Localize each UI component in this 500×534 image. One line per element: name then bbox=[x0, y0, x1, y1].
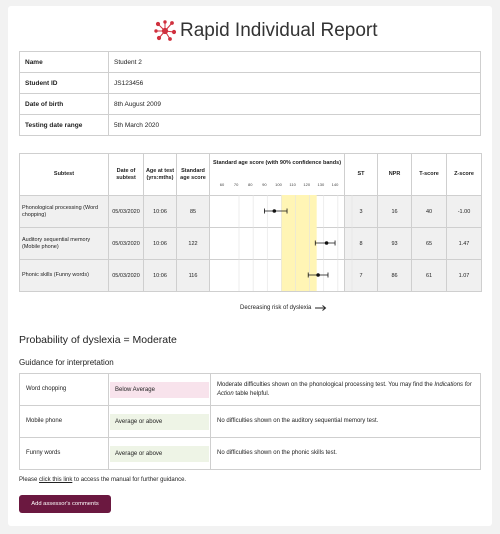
tick-label: 80 bbox=[248, 182, 253, 187]
stanine: 8 bbox=[344, 227, 378, 260]
info-value: Student 2 bbox=[108, 51, 481, 73]
tick-label: 130 bbox=[317, 182, 325, 187]
guidance-row: Mobile phone Average or above No difficult… bbox=[19, 405, 481, 438]
subtest-date: 05/03/2020 bbox=[108, 227, 144, 260]
info-label: Testing date range bbox=[19, 114, 109, 136]
header-subtest: Subtest bbox=[19, 153, 109, 196]
header-st: ST bbox=[344, 153, 378, 196]
confidence-band-cell bbox=[209, 227, 345, 260]
network-logo-icon bbox=[154, 20, 176, 41]
performance-band-badge: Below Average bbox=[110, 381, 209, 398]
guidance-band-cell: Below Average bbox=[108, 373, 211, 406]
score-point bbox=[316, 273, 320, 277]
risk-indicator: Decreasing risk of dyslexia bbox=[240, 305, 327, 311]
manual-link[interactable]: click this link bbox=[39, 477, 73, 483]
add-comments-button[interactable]: Add assessor's comments bbox=[19, 495, 111, 513]
tick-label: 60 bbox=[219, 182, 225, 187]
header-sas: Standard age score bbox=[176, 153, 210, 196]
z-score: 1.47 bbox=[446, 227, 482, 260]
guidance-description: Moderate difficulties shown on the phono… bbox=[210, 373, 481, 406]
confidence-band-plot bbox=[238, 195, 353, 291]
score-row: Auditory sequential memory (Mobile phone… bbox=[19, 227, 482, 260]
info-row: Student ID JS123456 bbox=[19, 72, 481, 94]
info-label: Student ID bbox=[19, 72, 109, 94]
tick-label: 100 bbox=[275, 182, 282, 187]
info-row: Name Student 2 bbox=[19, 51, 481, 73]
header-age: Age at test (yrs:mths) bbox=[143, 153, 177, 196]
guidance-subtest: Mobile phone bbox=[19, 405, 109, 438]
subtest-date: 05/03/2020 bbox=[108, 195, 144, 228]
subtest-name: Phonological processing (Word chopping) bbox=[19, 195, 109, 228]
student-info-table: Name Student 2 Student ID JS123456 Date of b… bbox=[19, 51, 481, 136]
guidance-subtest: Word chopping bbox=[19, 373, 109, 406]
t-score: 65 bbox=[411, 227, 447, 260]
tick-label: 110 bbox=[289, 182, 296, 187]
age-at-test: 10:06 bbox=[143, 259, 177, 292]
performance-band-badge: Average or above bbox=[110, 445, 209, 462]
standard-age-score: 116 bbox=[176, 259, 210, 292]
performance-band-badge: Average or above bbox=[110, 413, 209, 430]
guidance-subtest: Funny words bbox=[19, 437, 109, 470]
score-row: Phonological processing (Word chopping) 0… bbox=[19, 195, 482, 228]
guidance-band-cell: Average or above bbox=[108, 437, 211, 470]
risk-label: Decreasing risk of dyslexia bbox=[240, 305, 312, 311]
confidence-band-cell bbox=[209, 195, 345, 228]
info-value: JS123456 bbox=[108, 72, 481, 94]
guidance-description: No difficulties shown on the phonic skil… bbox=[210, 437, 481, 470]
tick-label: 70 bbox=[233, 182, 239, 187]
scores-table: Subtest Date of subtest Age at test (yrs… bbox=[19, 153, 482, 292]
header-tscore: T-score bbox=[411, 153, 447, 196]
info-row: Date of birth 8th August 2009 bbox=[19, 93, 481, 115]
npr: 93 bbox=[377, 227, 412, 260]
header-confidence-label: Standard age score (with 90% confidence … bbox=[212, 160, 342, 166]
report-header: Rapid Individual Report bbox=[8, 18, 492, 48]
npr: 86 bbox=[377, 259, 412, 292]
t-score: 61 bbox=[411, 259, 447, 292]
info-row: Testing date range 5th March 2020 bbox=[19, 114, 481, 136]
info-value: 5th March 2020 bbox=[108, 114, 481, 136]
header-zscore: Z-score bbox=[446, 153, 482, 196]
arrow-right-icon bbox=[315, 305, 327, 311]
indications-for-action-reference: Indications for Action bbox=[217, 381, 472, 397]
subtest-name: Phonic skills (Funny words) bbox=[19, 259, 109, 292]
header-npr: NPR bbox=[377, 153, 412, 196]
age-at-test: 10:06 bbox=[143, 227, 177, 260]
standard-age-score: 122 bbox=[176, 227, 210, 260]
report-card: Rapid Individual Report Name Student 2 Stu… bbox=[8, 6, 492, 526]
guidance-description: No difficulties shown on the auditory se… bbox=[210, 405, 481, 438]
manual-note: Please click this link to access the man… bbox=[19, 477, 187, 483]
npr: 16 bbox=[377, 195, 412, 228]
info-label: Date of birth bbox=[19, 93, 109, 115]
guidance-table: Word chopping Below Average Moderate diffi… bbox=[19, 373, 481, 470]
z-score: -1.00 bbox=[446, 195, 482, 228]
score-scale-ticks: 60 70 80 90 100 110 120 130 140 bbox=[211, 181, 343, 191]
tick-label: 140 bbox=[331, 182, 339, 187]
guidance-row: Word chopping Below Average Moderate diffi… bbox=[19, 373, 481, 406]
subtest-name: Auditory sequential memory (Mobile phone… bbox=[19, 227, 109, 260]
t-score: 40 bbox=[411, 195, 447, 228]
age-at-test: 10:06 bbox=[143, 195, 177, 228]
tick-label: 90 bbox=[262, 182, 267, 187]
subtest-date: 05/03/2020 bbox=[108, 259, 144, 292]
info-value: 8th August 2009 bbox=[108, 93, 481, 115]
guidance-band-cell: Average or above bbox=[108, 405, 211, 438]
page-title: Rapid Individual Report bbox=[180, 20, 378, 41]
z-score: 1.07 bbox=[446, 259, 482, 292]
guidance-row: Funny words Average or above No difficulti… bbox=[19, 437, 481, 470]
confidence-band-cell bbox=[209, 259, 345, 292]
score-point bbox=[272, 209, 277, 213]
header-date: Date of subtest bbox=[108, 153, 144, 196]
score-point bbox=[324, 241, 329, 245]
tick-label: 120 bbox=[303, 182, 311, 187]
guidance-heading: Guidance for interpretation bbox=[19, 358, 114, 367]
info-label: Name bbox=[19, 51, 109, 73]
stanine: 7 bbox=[344, 259, 378, 292]
header-confidence-bands: Standard age score (with 90% confidence … bbox=[209, 153, 345, 196]
probability-heading: Probability of dyslexia = Moderate bbox=[19, 334, 177, 346]
standard-age-score: 85 bbox=[176, 195, 210, 228]
score-row: Phonic skills (Funny words) 05/03/2020 10:… bbox=[19, 259, 482, 292]
